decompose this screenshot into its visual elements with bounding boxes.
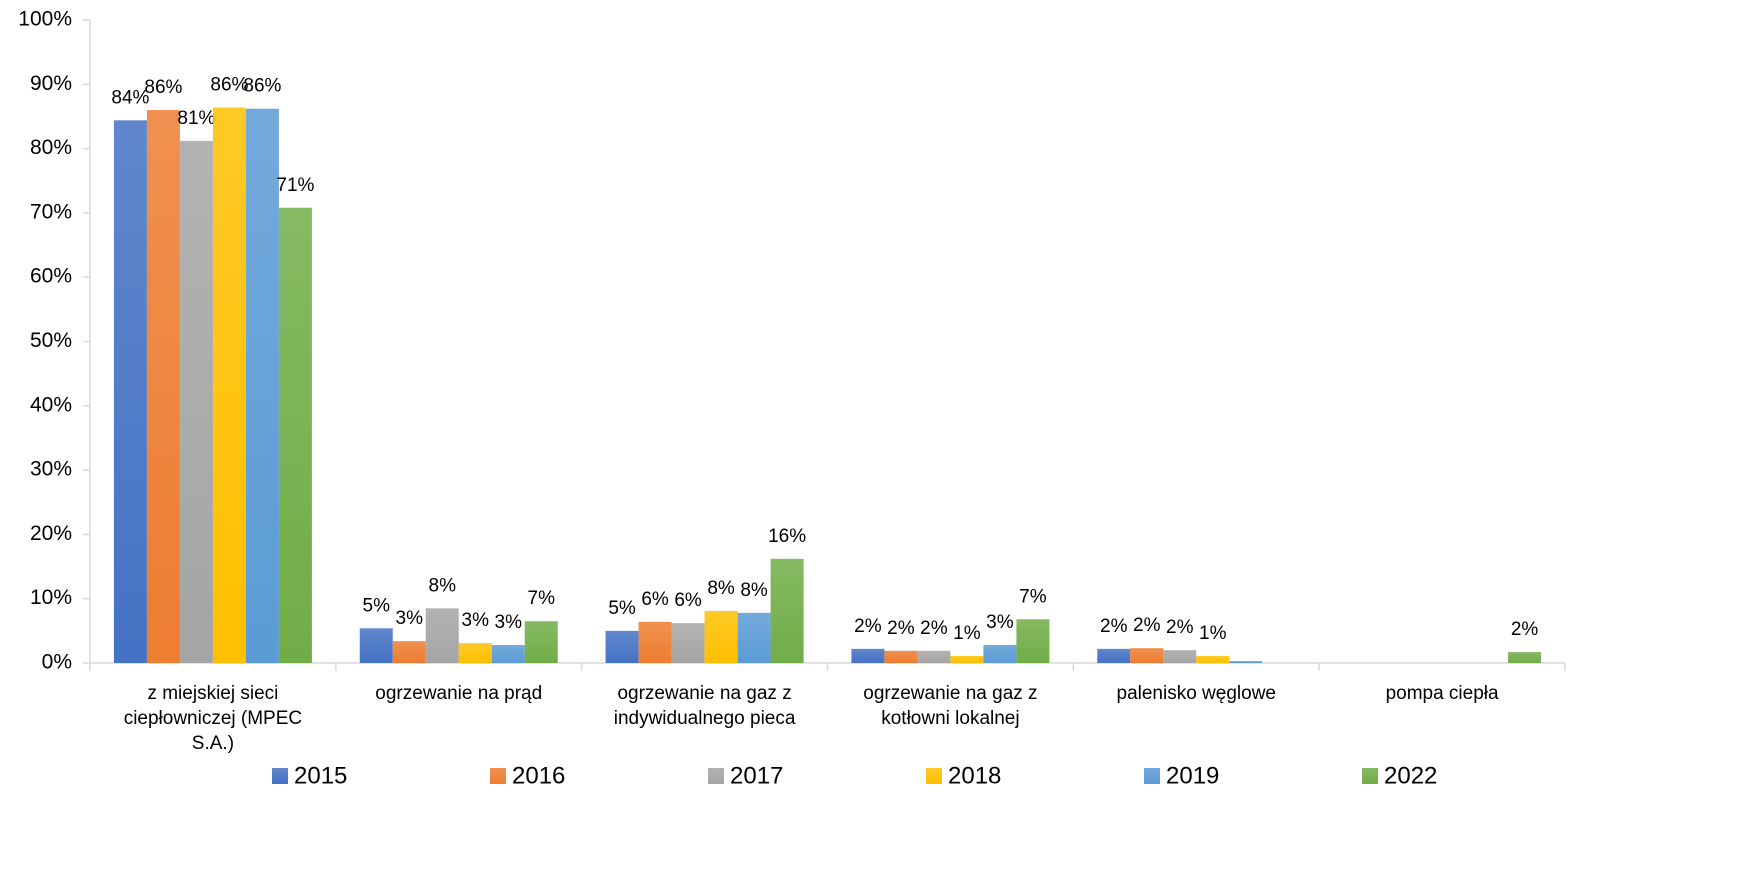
- data-label: 5%: [608, 598, 636, 619]
- data-label: 3%: [462, 610, 490, 631]
- data-label: 8%: [429, 575, 457, 596]
- legend-swatch: [490, 768, 506, 784]
- data-label: 8%: [740, 580, 768, 601]
- data-label: 3%: [495, 612, 523, 633]
- y-tick-label: 30%: [30, 458, 72, 481]
- bar: [458, 643, 492, 663]
- x-tick-label: ogrzewanie na gaz z indywidualnego pieca: [614, 683, 796, 729]
- bar: [950, 655, 984, 663]
- bar: [737, 612, 771, 663]
- legend-swatch: [1144, 768, 1160, 784]
- data-label: 8%: [707, 578, 735, 599]
- bar: [179, 140, 213, 663]
- y-tick-label: 60%: [30, 265, 72, 288]
- legend-swatch: [926, 768, 942, 784]
- bar: [1016, 619, 1050, 663]
- bar: [605, 630, 639, 663]
- y-tick-label: 20%: [30, 522, 72, 545]
- legend-label: 2022: [1384, 762, 1437, 789]
- x-tick-label: ogrzewanie na prąd: [375, 683, 542, 704]
- legend-swatch: [1362, 768, 1378, 784]
- y-tick-label: 50%: [30, 329, 72, 352]
- bar: [212, 107, 246, 663]
- bar: [704, 610, 738, 663]
- data-label: 2%: [1511, 619, 1539, 640]
- data-label: 84%: [111, 87, 149, 108]
- y-tick-label: 100%: [18, 8, 72, 31]
- data-label: 81%: [177, 108, 215, 129]
- legend-swatch: [708, 768, 724, 784]
- bar: [524, 621, 558, 663]
- bar: [1097, 648, 1131, 663]
- bar: [392, 641, 426, 663]
- data-label: 2%: [1100, 616, 1128, 637]
- bar: [1163, 650, 1197, 663]
- data-label: 7%: [528, 588, 556, 609]
- bar: [1229, 661, 1263, 663]
- data-label: 86%: [243, 76, 281, 97]
- x-tick-label: z miejskiej sieci ciepłowniczej (MPEC S.A.…: [124, 683, 302, 754]
- data-label: 6%: [641, 589, 669, 610]
- bar: [671, 623, 705, 663]
- y-tick-label: 90%: [30, 72, 72, 95]
- data-label: 86%: [144, 77, 182, 98]
- legend-label: 2019: [1166, 762, 1219, 789]
- y-tick-label: 10%: [30, 586, 72, 609]
- bar: [1130, 648, 1164, 663]
- bar: [851, 648, 885, 663]
- legend-label: 2015: [294, 762, 347, 789]
- y-tick-label: 0%: [42, 651, 72, 674]
- data-label: 5%: [363, 595, 391, 616]
- bar: [491, 644, 525, 663]
- bar: [983, 644, 1017, 663]
- data-label: 2%: [1133, 615, 1161, 636]
- bar: [146, 110, 180, 663]
- data-label: 2%: [1166, 617, 1194, 638]
- legend-swatch: [272, 768, 288, 784]
- bar: [917, 650, 951, 663]
- bar: [770, 558, 804, 663]
- data-label: 6%: [674, 590, 702, 611]
- data-label: 2%: [887, 618, 915, 639]
- data-label: 7%: [1019, 586, 1047, 607]
- data-label: 3%: [986, 612, 1014, 633]
- data-label: 71%: [276, 175, 314, 196]
- x-tick-label: pompa ciepła: [1386, 683, 1499, 704]
- data-label: 1%: [953, 623, 981, 644]
- data-label: 16%: [768, 526, 806, 547]
- data-label: 2%: [854, 616, 882, 637]
- bar: [359, 628, 393, 663]
- data-label: 2%: [920, 618, 948, 639]
- bar: [278, 207, 312, 664]
- y-tick-label: 70%: [30, 200, 72, 223]
- legend-label: 2017: [730, 762, 783, 789]
- bar: [1508, 652, 1542, 663]
- bar: [884, 650, 918, 663]
- bar: [638, 621, 672, 663]
- bar: [245, 108, 279, 663]
- y-tick-label: 40%: [30, 393, 72, 416]
- data-label: 3%: [396, 608, 424, 629]
- data-label: 86%: [210, 74, 248, 95]
- data-label: 1%: [1199, 623, 1227, 644]
- x-tick-label: palenisko węglowe: [1117, 683, 1277, 704]
- x-tick-label: ogrzewanie na gaz z kotłowni lokalnej: [863, 683, 1037, 729]
- legend-label: 2018: [948, 762, 1001, 789]
- bar: [1196, 655, 1230, 663]
- bar: [425, 608, 459, 663]
- bar: [113, 120, 147, 664]
- legend-label: 2016: [512, 762, 565, 789]
- y-tick-label: 80%: [30, 136, 72, 159]
